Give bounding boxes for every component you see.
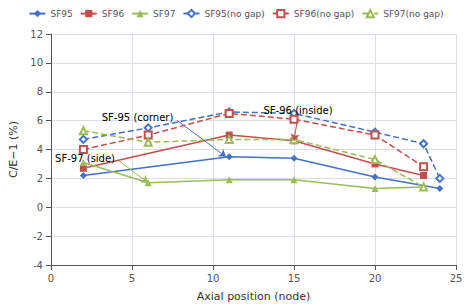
svg-text:SF-96 (inside): SF-96 (inside) (264, 105, 333, 116)
svg-text:SF95(no gap): SF95(no gap) (204, 9, 264, 19)
svg-text:SF-97 (side): SF-97 (side) (55, 153, 115, 164)
svg-text:SF97: SF97 (153, 9, 175, 19)
svg-text:SF96: SF96 (102, 9, 125, 19)
svg-text:10: 10 (30, 57, 43, 68)
svg-text:2: 2 (37, 173, 43, 184)
svg-text:-4: -4 (33, 260, 43, 271)
svg-text:6: 6 (37, 115, 43, 126)
svg-text:SF96(no gap): SF96(no gap) (294, 9, 354, 19)
svg-text:0: 0 (48, 273, 54, 284)
svg-text:15: 15 (288, 273, 301, 284)
svg-text:10: 10 (207, 273, 220, 284)
svg-text:8: 8 (37, 86, 43, 97)
svg-text:12: 12 (30, 29, 43, 40)
svg-text:0: 0 (37, 202, 43, 213)
svg-text:SF-95 (corner): SF-95 (corner) (102, 112, 174, 123)
svg-text:C/E−1 (%): C/E−1 (%) (7, 121, 20, 178)
svg-text:Axial position (node): Axial position (node) (197, 290, 311, 303)
svg-text:20: 20 (369, 273, 382, 284)
svg-text:4: 4 (37, 144, 43, 155)
svg-text:-2: -2 (33, 231, 43, 242)
svg-text:5: 5 (129, 273, 135, 284)
svg-text:25: 25 (450, 273, 463, 284)
svg-text:SF97(no gap): SF97(no gap) (383, 9, 443, 19)
svg-text:SF95: SF95 (50, 9, 72, 19)
